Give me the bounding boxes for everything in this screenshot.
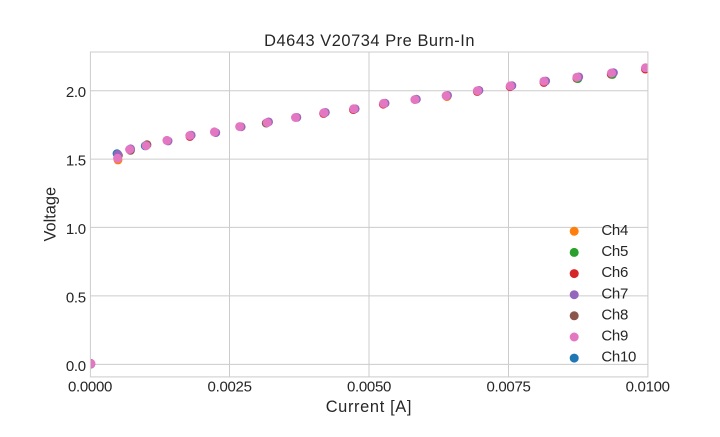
svg-text:Ch4: Ch4 <box>601 222 628 239</box>
svg-text:0.0025: 0.0025 <box>208 379 252 396</box>
svg-text:2.0: 2.0 <box>66 84 86 101</box>
svg-text:0.0075: 0.0075 <box>486 379 530 396</box>
svg-text:Ch6: Ch6 <box>601 264 628 281</box>
svg-text:1.5: 1.5 <box>66 153 86 170</box>
svg-text:Ch9: Ch9 <box>601 328 628 345</box>
svg-text:0.5: 0.5 <box>66 289 86 306</box>
svg-text:Ch8: Ch8 <box>601 306 628 323</box>
svg-text:0.0000: 0.0000 <box>68 379 112 396</box>
svg-text:0.0: 0.0 <box>66 358 86 375</box>
svg-text:0.0100: 0.0100 <box>626 379 670 396</box>
svg-text:1.0: 1.0 <box>66 221 86 238</box>
svg-text:Ch5: Ch5 <box>601 243 628 260</box>
svg-text:Current [A]: Current [A] <box>326 398 412 416</box>
svg-text:Voltage: Voltage <box>42 187 60 242</box>
svg-text:D4643 V20734 Pre Burn-In: D4643 V20734 Pre Burn-In <box>264 32 475 50</box>
svg-text:0.0050: 0.0050 <box>347 379 391 396</box>
svg-text:Ch7: Ch7 <box>601 285 628 302</box>
svg-text:Ch10: Ch10 <box>601 349 636 366</box>
